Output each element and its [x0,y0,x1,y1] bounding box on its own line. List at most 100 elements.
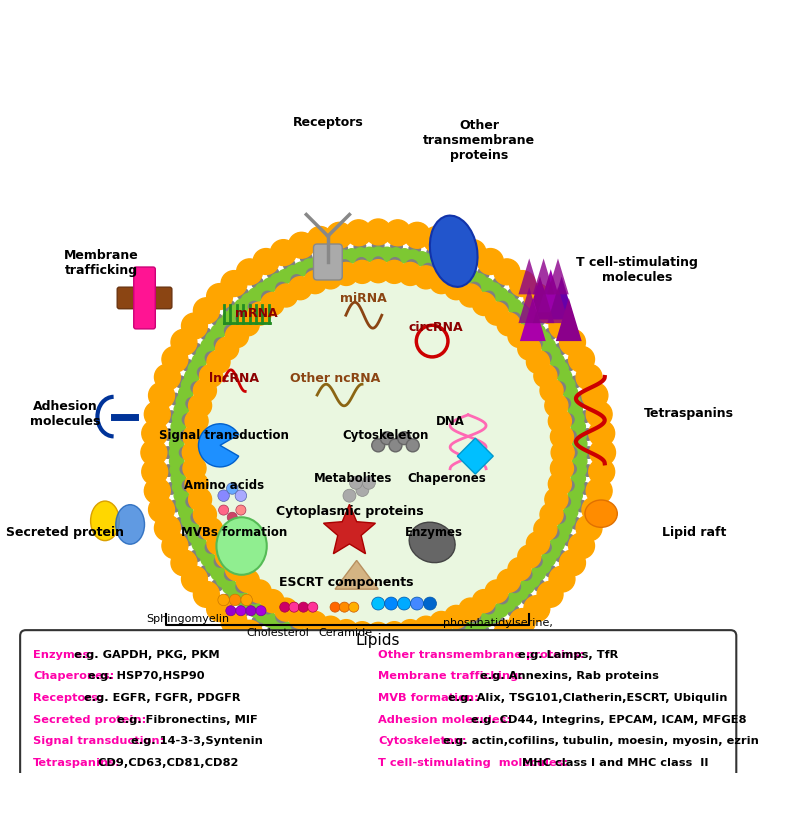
Circle shape [550,457,574,480]
Circle shape [559,550,586,576]
Circle shape [373,637,384,648]
Text: e.g. Alix, TSG101,Clatherin,ESCRT, Ubiqulin: e.g. Alix, TSG101,Clatherin,ESCRT, Ubiqu… [444,692,727,702]
Circle shape [336,641,350,655]
Circle shape [178,505,193,519]
Circle shape [218,595,230,606]
Polygon shape [518,288,540,323]
Circle shape [200,566,212,577]
Circle shape [566,497,580,511]
Circle shape [366,261,390,284]
Circle shape [572,463,586,477]
Circle shape [554,344,566,356]
Circle shape [398,433,410,445]
Circle shape [188,529,202,544]
Circle shape [554,382,566,394]
Circle shape [248,302,260,313]
Circle shape [572,428,586,443]
Circle shape [444,253,456,265]
Circle shape [217,318,231,332]
Circle shape [534,580,545,591]
Circle shape [438,269,450,280]
Circle shape [280,602,290,613]
Circle shape [302,260,317,274]
Circle shape [406,261,418,272]
Circle shape [248,303,271,326]
Polygon shape [335,561,378,590]
Circle shape [410,597,423,610]
Circle shape [440,260,454,274]
Circle shape [442,233,468,259]
Text: Receptors: Receptors [293,116,363,129]
Circle shape [330,602,340,613]
Circle shape [537,299,563,324]
Circle shape [270,618,285,632]
Circle shape [198,528,209,539]
Text: MHC class I and MHC class  II: MHC class I and MHC class II [518,757,709,767]
Circle shape [486,581,508,603]
Circle shape [563,360,574,371]
Circle shape [549,566,575,592]
Circle shape [550,538,564,552]
Circle shape [406,251,421,265]
Circle shape [526,318,540,332]
Circle shape [469,611,481,623]
Circle shape [274,599,298,621]
Circle shape [547,528,559,539]
Circle shape [246,606,256,616]
Text: Tetraspanins: Tetraspanins [644,407,734,420]
Text: Cytoskeleton: Cytoskeleton [342,428,429,442]
Circle shape [206,332,220,347]
Circle shape [192,538,206,552]
Circle shape [345,250,359,264]
Circle shape [255,284,270,298]
Circle shape [530,556,542,567]
Circle shape [185,370,199,385]
Circle shape [497,570,520,593]
Circle shape [423,653,450,679]
Text: Signal transduction: Signal transduction [158,428,289,442]
Circle shape [423,255,438,269]
Circle shape [385,221,410,246]
Circle shape [226,558,249,581]
Circle shape [570,518,582,529]
Circle shape [540,504,563,527]
Circle shape [573,446,587,460]
Circle shape [566,394,580,409]
Circle shape [294,263,308,277]
Circle shape [235,490,246,502]
Circle shape [571,420,586,434]
FancyBboxPatch shape [20,630,736,778]
Circle shape [510,271,535,297]
Circle shape [541,339,555,354]
Circle shape [289,277,312,300]
Polygon shape [323,504,375,554]
Circle shape [459,599,482,621]
Circle shape [163,429,174,441]
Circle shape [194,299,219,324]
Circle shape [201,339,215,354]
Circle shape [473,293,495,316]
Circle shape [301,253,312,265]
Text: Metabolites: Metabolites [314,471,392,485]
Circle shape [319,637,334,652]
Circle shape [409,244,421,256]
Circle shape [460,640,486,666]
Text: miRNA: miRNA [341,292,387,305]
Circle shape [497,313,520,337]
Circle shape [171,420,186,434]
Circle shape [211,314,223,326]
Text: e.g. CD44, Integrins, EPCAM, ICAM, MFGE8: e.g. CD44, Integrins, EPCAM, ICAM, MFGE8 [467,714,746,724]
Circle shape [531,325,546,340]
Circle shape [190,551,202,562]
Circle shape [182,414,194,426]
Circle shape [565,464,576,476]
Circle shape [262,292,274,304]
Circle shape [520,312,534,327]
Circle shape [385,597,398,610]
Circle shape [494,603,508,617]
Circle shape [267,626,279,638]
Circle shape [507,592,522,606]
Circle shape [206,559,220,574]
Circle shape [221,271,247,297]
Circle shape [162,347,188,373]
